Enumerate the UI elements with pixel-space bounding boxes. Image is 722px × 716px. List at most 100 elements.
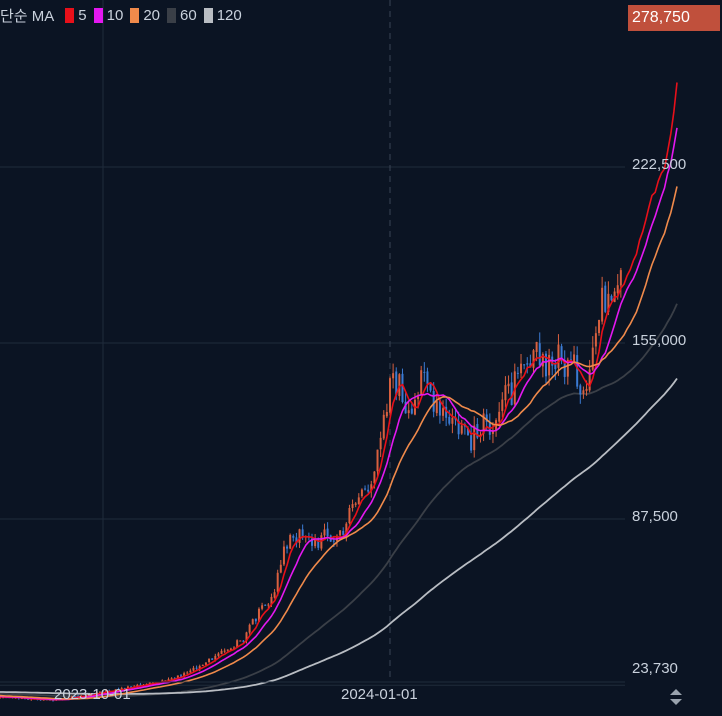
candle	[554, 359, 557, 381]
candle-body	[541, 354, 544, 367]
ma20-swatch	[130, 7, 140, 23]
candle-body	[573, 354, 576, 362]
candle-body	[195, 667, 198, 669]
candle	[186, 671, 189, 675]
candle	[557, 334, 560, 376]
candle	[254, 618, 257, 625]
candle-body	[214, 655, 217, 660]
candle-body	[504, 385, 507, 401]
candle	[217, 652, 220, 658]
candle-body	[466, 427, 469, 435]
candle-body	[619, 270, 622, 286]
candle-body	[126, 686, 129, 689]
candle	[389, 376, 391, 416]
candle-body	[376, 449, 379, 472]
candle-body	[404, 401, 407, 414]
candle-body	[70, 696, 73, 698]
candle-body	[451, 417, 454, 424]
candle-body	[279, 564, 282, 573]
y-tick-222500: 222,500	[632, 156, 687, 173]
candle	[460, 419, 463, 435]
candle	[357, 493, 360, 505]
candle-body	[351, 504, 354, 509]
ma120-swatch	[203, 7, 213, 23]
candle	[498, 402, 501, 423]
candle-body	[320, 535, 323, 549]
candle-body	[448, 416, 451, 424]
candle	[273, 589, 276, 599]
candle-body	[298, 529, 301, 543]
candle-body	[401, 373, 404, 403]
candle-body	[276, 572, 279, 592]
candle-body	[598, 319, 601, 334]
candle	[523, 363, 526, 370]
candle	[220, 648, 223, 655]
ma60-swatch	[167, 7, 176, 23]
candle-body	[576, 355, 579, 387]
candle	[348, 504, 351, 525]
candle-body	[176, 675, 179, 679]
candle	[242, 639, 245, 643]
candle	[470, 426, 473, 454]
candle	[426, 367, 429, 392]
candle-body	[367, 489, 370, 492]
candle	[282, 540, 285, 567]
candle	[488, 413, 491, 440]
candle-body	[410, 408, 413, 414]
candle-body	[382, 414, 385, 439]
candle	[429, 382, 432, 393]
candle	[451, 408, 454, 434]
candle-body	[170, 678, 173, 680]
candle	[251, 618, 254, 625]
candle-body	[526, 363, 529, 365]
candle-body	[385, 412, 388, 417]
y-tick-23730: 23,730	[632, 660, 678, 677]
candle	[379, 431, 382, 458]
candle	[198, 664, 201, 672]
candle-body	[473, 425, 476, 451]
candle-body	[204, 662, 207, 665]
candle	[410, 402, 413, 415]
candle-body	[52, 700, 55, 702]
candle	[495, 418, 498, 437]
candle-body	[610, 295, 613, 301]
candle-body	[395, 371, 398, 395]
ma-line-10	[0, 127, 678, 701]
scale-toggle-icon[interactable]	[668, 688, 684, 706]
candle-body	[591, 347, 594, 370]
candle-body	[616, 285, 619, 294]
candle	[507, 375, 510, 394]
candle	[261, 602, 264, 611]
candle	[407, 402, 410, 419]
candle-body	[566, 359, 569, 377]
candle-body	[417, 396, 420, 400]
candle-body	[379, 437, 382, 450]
candle-body	[314, 538, 317, 547]
candle	[594, 326, 597, 355]
candle	[423, 362, 426, 382]
candle	[351, 499, 354, 512]
ma-legend[interactable]: 단순 MA 5 10 20 60 120	[0, 5, 242, 25]
candle-body	[389, 378, 391, 413]
candle-body	[98, 691, 101, 693]
candle-body	[442, 408, 445, 416]
candle	[619, 267, 622, 298]
candle	[223, 648, 226, 654]
candle	[442, 400, 445, 422]
candle-body	[183, 673, 186, 677]
candle-body	[332, 540, 335, 542]
candle	[179, 674, 182, 677]
candle-body	[233, 647, 236, 649]
candle-body	[189, 670, 192, 673]
candle-body	[498, 411, 501, 422]
short-ma-lines	[0, 82, 678, 701]
candle-body	[470, 435, 473, 451]
candle-body	[289, 535, 292, 549]
candle-body	[538, 343, 541, 366]
candle	[516, 366, 519, 379]
candle-body	[220, 650, 223, 654]
candle-body	[460, 425, 463, 434]
candle	[323, 523, 326, 540]
y-tick-87500: 87,500	[632, 508, 678, 525]
